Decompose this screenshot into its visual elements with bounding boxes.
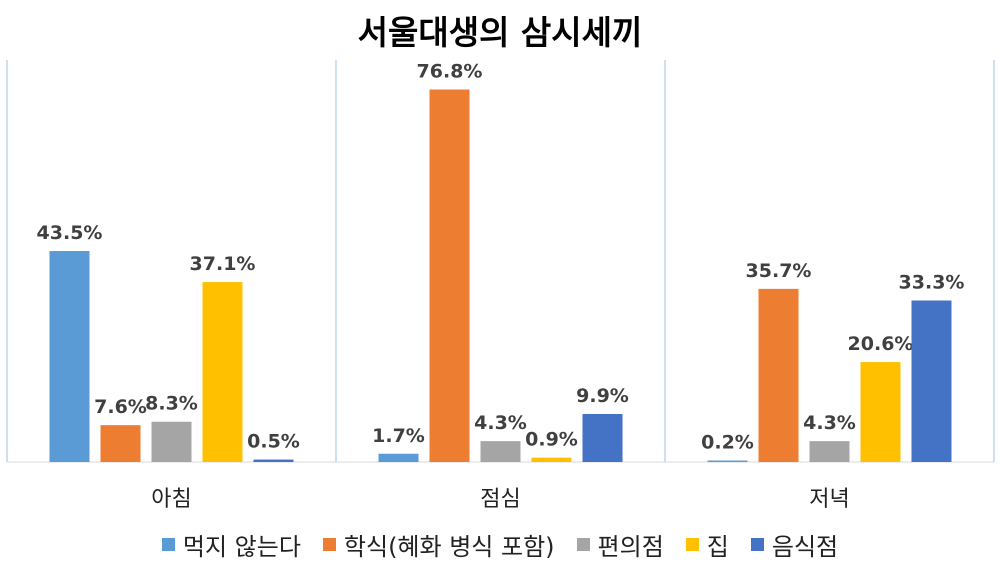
legend-item: 학식(혜화 병식 포함) (322, 527, 555, 562)
data-label: 76.8% (417, 61, 483, 83)
data-label: 0.5% (247, 431, 300, 453)
data-label: 8.3% (145, 393, 198, 415)
legend-swatch (322, 537, 336, 551)
legend-label: 음식점 (771, 532, 839, 561)
bar-chart: 43.5%7.6%8.3%37.1%0.5%아침1.7%76.8%4.3%0.9… (6, 60, 995, 512)
data-label: 4.3% (474, 412, 527, 434)
data-label: 7.6% (94, 396, 147, 418)
bar (253, 459, 294, 462)
bar (429, 89, 470, 463)
chart-title: 서울대생의 삼시세끼 (357, 13, 643, 52)
bar (911, 300, 952, 462)
data-label: 37.1% (190, 253, 256, 275)
legend-swatch (161, 537, 175, 551)
legend-label: 집 (706, 532, 729, 561)
bar (100, 425, 141, 462)
category-label: 아침 (151, 487, 191, 512)
legend-item: 집 (685, 527, 729, 562)
bar (860, 362, 901, 462)
bar (378, 453, 419, 462)
bar (809, 441, 850, 462)
legend-swatch (685, 537, 699, 551)
legend-label: 먹지 않는다 (182, 532, 301, 561)
bar (531, 457, 572, 462)
legend-swatch (750, 537, 764, 551)
legend-item: 먹지 않는다 (161, 527, 301, 562)
data-label: 4.3% (803, 412, 856, 434)
legend-item: 편의점 (576, 527, 664, 562)
data-label: 20.6% (848, 333, 914, 355)
legend-swatch (576, 537, 590, 551)
category-label: 점심 (480, 487, 520, 512)
legend: 먹지 않는다 학식(혜화 병식 포함) 편의점 집 음식점 (0, 526, 1000, 562)
bar (49, 251, 90, 462)
category-label: 저녁 (809, 487, 849, 512)
data-label: 0.2% (701, 432, 754, 454)
data-label: 33.3% (899, 271, 965, 293)
data-label: 0.9% (525, 429, 578, 451)
bar (758, 288, 799, 462)
bar (151, 421, 192, 462)
legend-item: 음식점 (750, 527, 839, 562)
bar (582, 413, 623, 462)
data-label: 43.5% (37, 222, 103, 244)
data-label: 9.9% (576, 385, 629, 407)
bar (480, 441, 521, 462)
data-label: 35.7% (746, 260, 812, 282)
bar (707, 460, 748, 462)
data-label: 1.7% (372, 425, 425, 447)
legend-label: 편의점 (597, 532, 664, 561)
bar (202, 282, 243, 462)
legend-label: 학식(혜화 병식 포함) (343, 532, 555, 561)
